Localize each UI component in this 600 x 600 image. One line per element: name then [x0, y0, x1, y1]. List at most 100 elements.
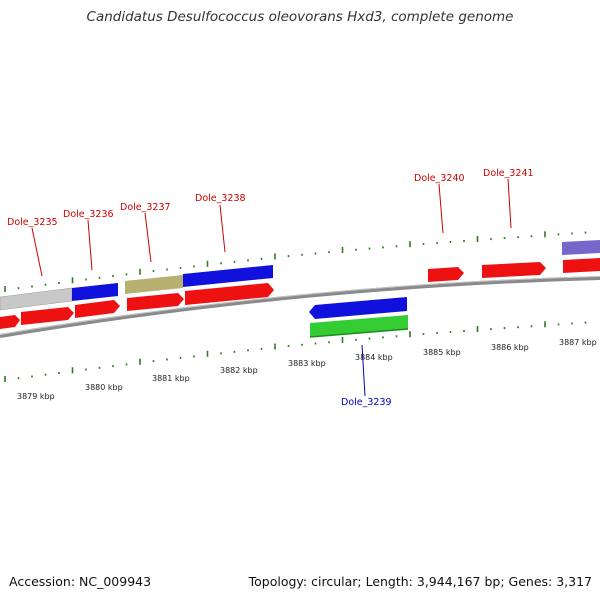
upper-tick-33	[449, 241, 452, 243]
label-line-dole-3240	[438, 183, 444, 234]
lower-tick-16	[220, 352, 222, 355]
lower-tick-27	[368, 337, 371, 340]
upper-tick-5	[71, 277, 74, 284]
gene-arrow-red-7	[482, 262, 546, 278]
lower-tick-21	[287, 345, 290, 348]
lower-tick-13	[179, 356, 182, 359]
genome-backbone	[0, 276, 600, 338]
gene-label-dole-3240: Dole_3240	[414, 173, 465, 184]
upper-tick-23	[314, 252, 317, 255]
upper-tick-6	[85, 278, 87, 281]
scale-label-3884: 3884 kbp	[355, 353, 393, 362]
gene-arrow-red-4	[127, 293, 184, 311]
scale-label-3879: 3879 kbp	[17, 392, 55, 401]
lower-tick-6	[85, 368, 87, 371]
gene-bar-green-shadow	[309, 328, 409, 338]
scale-label-3883: 3883 kbp	[288, 359, 326, 368]
upper-tick-12	[166, 268, 168, 271]
upper-tick-18	[247, 259, 249, 262]
upper-tick-41	[557, 233, 560, 236]
lower-tick-28	[382, 336, 384, 339]
gene-bar-purple	[562, 240, 600, 255]
lower-tick-row	[4, 321, 587, 382]
label-line-dole-3237	[144, 212, 152, 263]
lower-tick-19	[260, 347, 263, 350]
upper-tick-15	[206, 260, 209, 267]
upper-tick-35	[476, 236, 479, 242]
gene-arrow-blue-reverse	[309, 297, 407, 319]
lower-tick-36	[490, 328, 492, 331]
lower-tick-23	[314, 342, 317, 345]
gene-arrow-red-5	[185, 283, 274, 305]
gene-label-dole-3237: Dole_3237	[120, 202, 171, 213]
lower-tick-5	[71, 367, 74, 374]
gene-label-dole-3241: Dole_3241	[483, 168, 534, 179]
upper-tick-25	[341, 247, 344, 253]
topology-text: Topology: circular; Length: 3,944,167 bp…	[248, 574, 592, 589]
lower-tick-39	[530, 325, 533, 328]
gene-arrow-red-2	[21, 307, 74, 325]
lower-tick-10	[139, 358, 141, 365]
lower-tick-11	[152, 360, 155, 363]
upper-tick-39	[530, 235, 533, 238]
gene-arrow-red-6	[428, 267, 464, 282]
upper-tick-30	[409, 241, 411, 248]
gene-bar-green	[310, 315, 408, 337]
lower-tick-34	[463, 330, 465, 332]
label-line-dole-3236	[87, 219, 93, 271]
upper-tick-19	[260, 257, 263, 260]
label-line-dole-3235	[31, 227, 43, 277]
lower-tick-4	[58, 372, 60, 374]
upper-tick-7	[98, 276, 101, 279]
gene-bar-blue-2	[183, 265, 273, 287]
lower-tick-32	[436, 332, 438, 335]
upper-tick-29	[395, 245, 398, 248]
genome-backbone-highlight	[0, 276, 600, 335]
map-title: Candidatus Desulfococcus oleovorans Hxd3…	[86, 9, 514, 25]
lower-tick-17	[233, 350, 236, 353]
lower-tick-31	[422, 333, 425, 336]
lower-tick-2	[31, 375, 33, 378]
scale-label-3881: 3881 kbp	[152, 374, 190, 383]
lower-tick-8	[112, 365, 114, 368]
upper-tick-13	[179, 266, 182, 269]
upper-tick-8	[112, 275, 114, 278]
scale-label-3885: 3885 kbp	[423, 348, 461, 357]
lower-tick-33	[449, 331, 452, 333]
upper-tick-34	[463, 240, 465, 242]
upper-tick-22	[301, 253, 303, 256]
scale-label-3886: 3886 kbp	[491, 343, 529, 352]
upper-tick-43	[584, 231, 587, 234]
gene-bar-olive	[125, 275, 183, 294]
lower-tick-14	[193, 355, 195, 358]
gene-label-dole-3235: Dole_3235	[7, 217, 58, 228]
upper-tick-17	[233, 260, 236, 263]
upper-tick-9	[125, 273, 128, 276]
gene-label-dole-3239: Dole_3239	[341, 397, 392, 408]
accession-text: Accession: NC_009943	[9, 574, 152, 589]
lower-tick-7	[98, 366, 101, 369]
upper-tick-11	[152, 270, 155, 273]
gene-label-dole-3238: Dole_3238	[195, 193, 246, 204]
upper-tick-26	[355, 248, 357, 251]
upper-tick-16	[220, 262, 222, 265]
upper-tick-24	[328, 251, 330, 254]
lower-tick-12	[166, 358, 168, 361]
upper-tick-0	[4, 286, 6, 292]
lower-tick-25	[341, 337, 344, 343]
scale-label-3887: 3887 kbp	[559, 338, 597, 347]
upper-tick-38	[517, 236, 519, 239]
upper-tick-20	[274, 253, 276, 260]
lower-tick-42	[571, 322, 573, 325]
upper-tick-32	[436, 242, 438, 245]
lower-tick-1	[17, 377, 20, 380]
gene-bar-blue-1	[72, 283, 118, 301]
upper-tick-4	[58, 282, 60, 284]
lower-tick-3	[44, 373, 47, 376]
lower-tick-29	[395, 335, 398, 338]
lower-tick-43	[584, 321, 587, 324]
upper-tick-21	[287, 255, 290, 258]
lower-tick-30	[409, 331, 411, 338]
